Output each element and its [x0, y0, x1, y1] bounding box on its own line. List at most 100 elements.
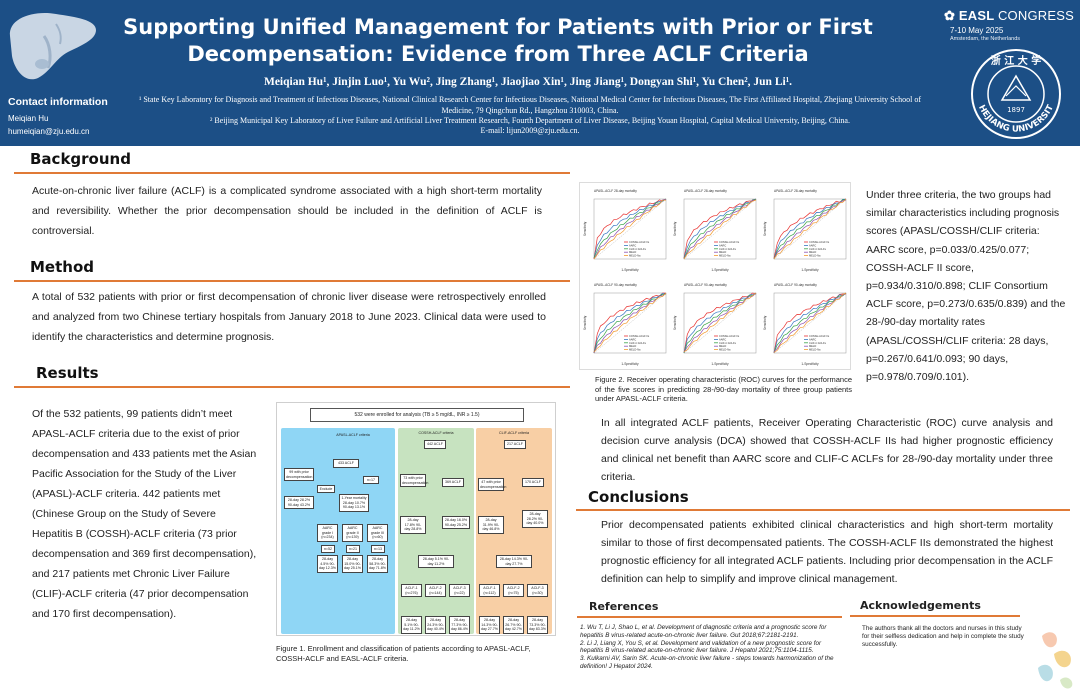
cossh-grade-1-mortality: 28-day 5.1% 90-day 11.2%	[401, 616, 422, 634]
results-heading: Results	[36, 364, 99, 382]
roc-reference-line	[593, 292, 667, 354]
method-heading: Method	[30, 258, 94, 276]
affiliation-1: ¹ State Key Laboratory for Diagnosis and…	[138, 95, 922, 115]
poster-header: Supporting Unified Management for Patien…	[0, 0, 1080, 146]
apasl-first-mortality: 1-Year mortality 28-day 10.7% 90-day 13.…	[339, 494, 369, 512]
roc-reference-line	[683, 292, 757, 354]
roc-curve	[773, 292, 847, 353]
affiliation-2: ² Beijing Municipal Key Laboratory of Li…	[210, 116, 850, 125]
references-rule	[577, 616, 842, 618]
easl-congress-logo: ✿ EASL CONGRESS 7-10 May 2025 Amsterdam,…	[944, 8, 1074, 42]
prognosis-text: Under three criteria, the two groups had…	[866, 189, 1066, 384]
roc-y-label: Sensitivity	[583, 315, 587, 330]
method-rule	[14, 280, 570, 282]
roc-curve	[593, 292, 667, 354]
decorative-petals-icon	[1038, 632, 1073, 689]
roc-legend-label: MELD-Na	[719, 348, 731, 352]
clif-prior-box: 47 with prior decompensation	[478, 478, 506, 491]
easl-flower-icon: ✿	[944, 8, 956, 23]
acknowledgements-heading: Acknowledgements	[860, 599, 981, 612]
roc-legend-label: COSSH-ACLF IIs	[809, 334, 830, 338]
roc-reference-line	[593, 198, 667, 260]
apasl-grade-1: AARC grade I (n=234)	[317, 524, 338, 542]
apasl-grade-1-mortality: 28-day 4.5% 90-day 12.3%	[317, 555, 338, 573]
roc-plot-3: APASL-ACLF 28-day mortality 1-Specificity…	[763, 189, 847, 272]
liver-icon	[9, 12, 97, 80]
roc-legend-label: MELD	[809, 250, 816, 254]
roc-legend-label: MELD-Na	[629, 254, 641, 258]
background-heading: Background	[30, 150, 131, 168]
roc-x-label: 1-Specificity	[621, 362, 639, 366]
roc-curve	[683, 198, 757, 259]
roc-curve	[593, 198, 667, 260]
roc-y-label: Sensitivity	[673, 221, 677, 236]
apasl-met-box: 433 ACLF	[333, 459, 359, 468]
roc-legend-label: MELD-Na	[719, 254, 731, 258]
roc-y-label: Sensitivity	[583, 221, 587, 236]
roc-curve	[683, 198, 757, 259]
cossh-first-box: 369 ACLF	[442, 478, 464, 487]
cossh-grade-2-mortality: 28-day 24.3% 90-day 40.4%	[425, 616, 446, 634]
roc-legend-label: CLIF-C ACLFs	[719, 247, 737, 251]
contact-email: humeiqian@zju.edu.cn	[8, 127, 90, 136]
roc-reference-line	[683, 198, 757, 260]
cossh-met-box: 442 ACLF	[424, 440, 446, 449]
roc-curve	[683, 292, 757, 353]
roc-plot-4: APASL-ACLF 90-day mortality 1-Specificity…	[583, 283, 667, 366]
cossh-grade-2: ACLF-2 (n=144)	[425, 584, 446, 597]
roc-title: APASL-ACLF 90-day mortality	[684, 283, 727, 287]
results-text: Of the 532 patients, 99 patients didn’t …	[32, 408, 257, 620]
roc-curve	[683, 198, 757, 259]
roc-legend-label: COSSH-ACLF IIs	[629, 240, 650, 244]
cossh-grade-1: ACLF-1 (n=276)	[401, 584, 422, 597]
seal-year: 1897	[1007, 106, 1025, 114]
apasl-panel-label: APASL-ACLF criteria	[336, 433, 370, 437]
reference-item: 1. Wu T, Li J, Shao L, et al. Developmen…	[580, 624, 827, 639]
roc-legend-label: AARC	[629, 337, 636, 341]
references-list: 1. Wu T, Li J, Shao L, et al. Developmen…	[580, 624, 842, 671]
clif-grade-2: ACLF-2 (n=75)	[503, 584, 524, 597]
figure-2-caption: Figure 2. Receiver operating characteris…	[595, 375, 852, 403]
roc-reference-line	[773, 292, 847, 354]
figure-2-roc-grid: APASL-ACLF 28-day mortality 1-Specificity…	[579, 182, 851, 370]
roc-curve	[773, 292, 847, 354]
roc-legend-label: COSSH-ACLF IIs	[809, 240, 830, 244]
clif-first-mortality: 28-day 28.2% 90-day 40.0%	[522, 510, 548, 528]
roc-curve	[773, 198, 847, 260]
roc-curve	[593, 292, 667, 353]
roc-legend-label: AARC	[719, 243, 726, 247]
apasl-grade-2-mortality: 28-day 15.0% 90-day 25.1%	[342, 555, 363, 573]
roc-curve	[593, 198, 667, 259]
clif-panel: CLIF-ACLF criteria 217 ACLF 47 with prio…	[476, 428, 552, 634]
roc-curve	[593, 198, 667, 259]
roc-legend-label: COSSH-ACLF IIs	[719, 240, 740, 244]
author-list: Meiqian Hu¹, Jinjin Luo¹, Yu Wu², Jing Z…	[263, 76, 793, 88]
roc-curve	[773, 198, 847, 258]
clif-grade-1-mortality: 28-day 14.3% 90-day 27.7%	[479, 616, 500, 634]
roc-curve	[683, 199, 757, 260]
contact-title: Contact information	[8, 96, 108, 108]
roc-curve	[593, 199, 667, 260]
cossh-grade-3: ACLF-3 (n=22)	[449, 584, 470, 597]
roc-legend-label: AARC	[809, 243, 816, 247]
roc-legend-label: CLIF-C ACLFs	[719, 341, 737, 345]
roc-legend-label: MELD-Na	[629, 348, 641, 352]
roc-title: APASL-ACLF 28-day mortality	[594, 189, 637, 193]
roc-curve	[593, 198, 667, 259]
roc-legend-label: AARC	[719, 337, 726, 341]
zhejiang-university-seal-icon: 浙 江 大 学 1897 ZHEJIANG UNIVERSITY	[966, 46, 1061, 139]
roc-plot-5: APASL-ACLF 90-day mortality 1-Specificity…	[673, 283, 757, 366]
cossh-panel: COSSH-ACLF criteria 442 ACLF 73 with pri…	[398, 428, 474, 634]
apasl-grade-3-mortality: 28-day 58.3% 90-day 71.8%	[367, 555, 388, 573]
roc-legend-label: AARC	[629, 243, 636, 247]
svg-text:浙 江 大 学: 浙 江 大 学	[991, 54, 1041, 67]
background-text: Acute-on-chronic liver failure (ACLF) is…	[32, 185, 542, 237]
congress-place: Amsterdam, the Netherlands	[950, 36, 1021, 42]
roc-y-label: Sensitivity	[763, 315, 767, 330]
acknowledgements-text: The authors thank all the doctors and nu…	[862, 625, 1024, 648]
roc-plot-2: APASL-ACLF 28-day mortality 1-Specificity…	[673, 189, 757, 272]
congress-dates: 7-10 May 2025	[950, 26, 1004, 35]
roc-legend-label: COSSH-ACLF IIs	[629, 334, 650, 338]
roc-x-label: 1-Specificity	[801, 362, 819, 366]
easl-logo-text: ✿ EASL CONGRESS	[944, 8, 1074, 24]
